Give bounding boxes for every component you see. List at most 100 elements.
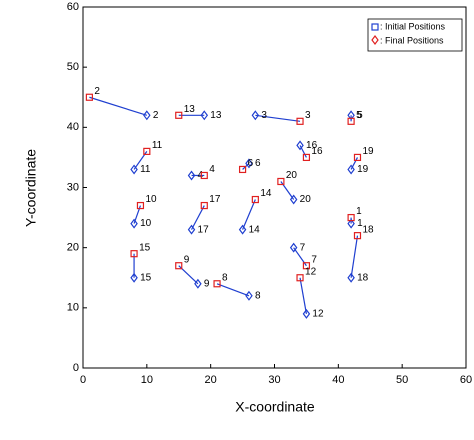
point-label: 19	[362, 146, 374, 157]
point-label: 15	[139, 242, 151, 253]
final-marker	[175, 262, 183, 270]
point-label: 7	[300, 242, 306, 253]
point-label: 18	[362, 224, 374, 235]
y-tick-label: 20	[67, 242, 79, 254]
point-label: 11	[152, 140, 163, 151]
x-tick-label: 20	[205, 374, 217, 386]
final-marker	[200, 201, 208, 210]
final-marker	[353, 232, 362, 240]
final-marker	[143, 147, 151, 155]
legend-box	[367, 18, 463, 52]
initial-marker	[187, 170, 196, 181]
initial-marker	[251, 110, 260, 121]
point-label: 18	[357, 272, 369, 283]
point-label: 14	[260, 188, 272, 199]
initial-marker	[245, 158, 253, 169]
point-label: 10	[145, 194, 157, 205]
point-label: 3	[305, 110, 311, 121]
final-marker	[130, 250, 138, 258]
initial-marker	[347, 110, 355, 121]
point-label: 5	[357, 110, 363, 121]
y-axis-label: Y-coordinate	[23, 149, 39, 227]
x-tick-label: 30	[268, 374, 280, 386]
x-axis-label: X-coordinate	[235, 399, 315, 415]
point-label: 14	[249, 224, 261, 235]
point-label: 15	[140, 272, 152, 283]
plot-frame	[82, 6, 467, 369]
legend-label: : Final Positions	[380, 35, 444, 45]
final-marker	[347, 213, 355, 222]
y-tick-label: 30	[67, 181, 79, 193]
final-marker	[136, 201, 145, 210]
initial-marker	[302, 308, 311, 319]
initial-marker	[187, 224, 196, 235]
point-label: 2	[94, 86, 100, 97]
y-tick-label: 0	[73, 362, 79, 374]
point-label: 8	[222, 272, 228, 283]
initial-marker	[347, 218, 355, 229]
point-label: 5	[356, 110, 362, 121]
trajectory	[350, 235, 359, 278]
point-label: 12	[305, 266, 317, 277]
point-label: 4	[209, 164, 215, 175]
point-label: 6	[255, 158, 261, 169]
legend-symbol	[371, 35, 379, 45]
initial-marker	[245, 290, 253, 301]
final-marker	[213, 280, 221, 288]
trajectory	[89, 96, 148, 116]
initial-marker	[289, 194, 298, 205]
legend-symbol	[371, 23, 379, 31]
initial-marker	[347, 164, 355, 175]
point-label: 3	[261, 110, 267, 121]
initial-marker	[194, 278, 202, 289]
final-marker	[251, 195, 259, 204]
initial-marker	[130, 272, 138, 283]
initial-marker	[347, 272, 355, 283]
y-tick-label: 10	[67, 302, 79, 314]
trajectory	[299, 277, 308, 314]
initial-marker	[289, 242, 298, 253]
x-tick-label: 10	[141, 374, 153, 386]
final-marker	[85, 93, 93, 101]
final-marker	[302, 153, 311, 162]
point-label: 7	[311, 254, 317, 265]
final-marker	[353, 153, 362, 162]
final-marker	[238, 165, 247, 174]
point-label: 12	[312, 308, 324, 319]
point-label: 2	[153, 110, 159, 121]
point-label: 16	[311, 146, 323, 157]
initial-marker	[238, 224, 247, 235]
point-label: 19	[357, 164, 369, 175]
y-tick-label: 50	[67, 61, 79, 73]
point-label: 9	[204, 278, 210, 289]
point-label: 4	[198, 170, 204, 181]
point-label: 6	[248, 158, 254, 169]
point-label: 1	[356, 206, 362, 217]
legend-label: : Initial Positions	[380, 21, 446, 31]
point-label: 20	[286, 170, 298, 181]
point-label: 11	[140, 164, 151, 175]
final-marker	[296, 274, 304, 282]
final-marker	[175, 111, 183, 119]
initial-marker	[296, 140, 304, 151]
point-label: 17	[198, 224, 210, 235]
point-label: 20	[300, 194, 312, 205]
trajectory	[255, 114, 301, 122]
final-marker	[296, 117, 304, 125]
y-tick-label: 60	[67, 1, 79, 13]
trajectory	[190, 205, 205, 230]
point-label: 10	[140, 218, 152, 229]
final-marker	[347, 117, 355, 125]
final-marker	[200, 171, 208, 180]
point-label: 9	[184, 254, 190, 265]
final-marker	[302, 262, 311, 270]
initial-marker	[130, 218, 138, 229]
y-tick-label: 40	[67, 121, 79, 133]
point-label: 13	[210, 110, 222, 121]
x-tick-label: 50	[396, 374, 408, 386]
initial-marker	[143, 110, 151, 121]
x-tick-label: 60	[460, 374, 472, 386]
point-label: 1	[357, 218, 363, 229]
initial-marker	[200, 110, 209, 121]
